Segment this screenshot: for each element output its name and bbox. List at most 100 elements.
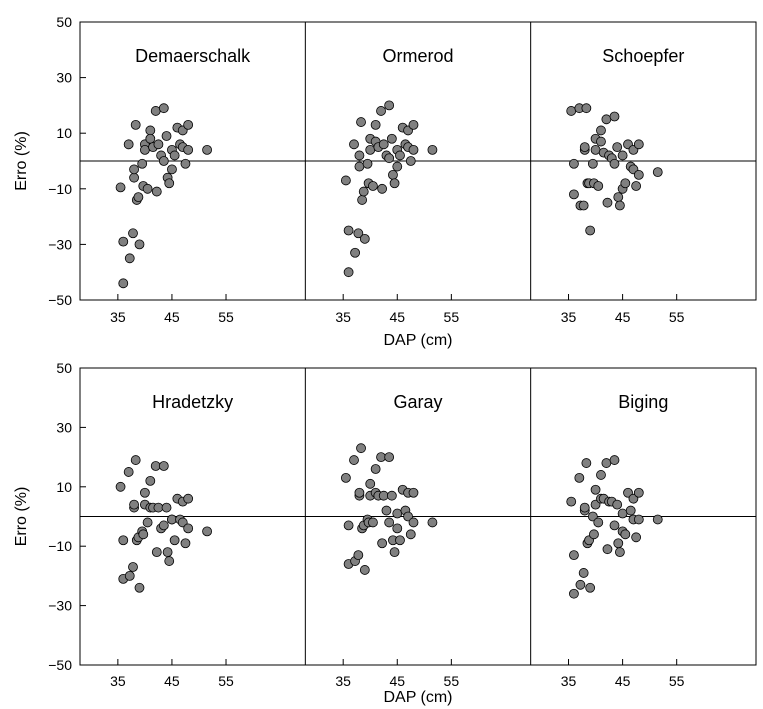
- x-tick-label: 45: [615, 673, 631, 689]
- data-point: [575, 579, 586, 590]
- data-point: [612, 142, 623, 153]
- panel-title: Schoepfer: [602, 46, 684, 66]
- data-point: [405, 156, 416, 166]
- data-point: [343, 267, 354, 278]
- data-point: [566, 106, 577, 116]
- data-point: [581, 458, 592, 468]
- panel-title: Garay: [393, 392, 442, 412]
- x-axis-title: DAP (cm): [383, 332, 452, 349]
- data-point: [340, 175, 351, 186]
- data-point: [617, 508, 628, 519]
- data-point: [183, 119, 194, 130]
- y-tick-label: −50: [48, 292, 72, 308]
- x-tick-label: 55: [669, 309, 685, 325]
- data-point: [593, 181, 604, 191]
- data-point: [408, 487, 419, 498]
- data-point: [138, 529, 149, 540]
- data-point: [633, 487, 644, 498]
- data-point: [115, 182, 126, 193]
- x-tick-label: 55: [669, 673, 685, 689]
- data-point: [153, 139, 164, 150]
- data-point: [137, 158, 148, 169]
- data-point: [129, 499, 139, 510]
- data-point: [392, 508, 403, 519]
- y-tick-label: 50: [56, 360, 72, 376]
- data-point: [593, 517, 604, 528]
- data-point: [388, 169, 398, 180]
- data-point: [609, 158, 620, 169]
- x-tick-label: 35: [335, 673, 351, 689]
- x-tick-label: 35: [561, 673, 577, 689]
- data-point: [633, 169, 644, 180]
- data-point: [356, 117, 366, 127]
- panel-demaerschalk: 35 45 55 Demaerschalk: [110, 46, 251, 325]
- data-point: [620, 178, 631, 189]
- data-point: [133, 192, 144, 203]
- data-point: [349, 455, 359, 465]
- data-point: [150, 106, 161, 116]
- x-tick-label: 55: [444, 309, 460, 325]
- panel-ormerod: 35 45 55 Ormerod: [335, 46, 459, 325]
- data-point: [123, 139, 134, 150]
- data-point: [569, 588, 579, 599]
- data-point: [151, 547, 162, 558]
- data-point: [370, 119, 381, 130]
- data-point: [596, 125, 606, 136]
- data-point: [585, 225, 596, 236]
- data-point: [151, 186, 162, 197]
- data-point: [631, 532, 642, 543]
- x-tick-label: 55: [218, 309, 234, 325]
- data-point: [169, 535, 180, 546]
- data-point: [405, 529, 416, 540]
- data-point: [578, 568, 589, 578]
- data-point: [389, 547, 400, 558]
- data-point: [609, 455, 620, 465]
- data-point: [134, 239, 145, 250]
- data-point: [601, 114, 612, 125]
- data-point: [118, 236, 129, 247]
- panel-garay: 35 45 55 Garay: [335, 392, 459, 689]
- y-tick-label: −30: [48, 236, 72, 252]
- data-point: [614, 200, 625, 211]
- data-point: [370, 464, 381, 474]
- x-tick-label: 35: [110, 309, 126, 325]
- data-point: [408, 144, 419, 155]
- x-tick-label: 45: [389, 309, 405, 325]
- data-point: [128, 562, 138, 572]
- data-point: [579, 142, 590, 153]
- data-point: [427, 517, 438, 528]
- data-point: [368, 517, 378, 528]
- data-point: [115, 481, 126, 492]
- data-point: [395, 150, 405, 161]
- data-point: [602, 544, 613, 555]
- data-point: [139, 144, 150, 155]
- x-axis-title: DAP (cm): [383, 689, 452, 706]
- data-point: [631, 181, 642, 191]
- data-point: [408, 517, 419, 528]
- data-point: [378, 490, 389, 501]
- data-point: [158, 103, 169, 114]
- data-point: [384, 452, 395, 463]
- data-point: [142, 183, 153, 194]
- y-axis-title: Erro (%): [13, 131, 30, 191]
- data-point: [569, 158, 579, 169]
- data-point: [602, 197, 613, 208]
- data-point: [359, 565, 370, 575]
- data-point: [617, 150, 628, 161]
- data-point: [376, 106, 386, 116]
- data-point: [365, 478, 376, 489]
- data-point: [590, 484, 601, 495]
- data-point: [167, 164, 177, 175]
- data-point: [377, 183, 388, 194]
- panel-hradetzky: 35 45 55 Hradetzky: [110, 392, 234, 689]
- data-point: [343, 225, 354, 236]
- data-point: [596, 470, 606, 480]
- panel-title: Ormerod: [382, 46, 453, 66]
- data-point: [142, 517, 153, 528]
- data-point: [579, 502, 590, 513]
- data-point: [183, 144, 194, 155]
- data-point: [183, 523, 194, 534]
- data-point: [164, 178, 175, 189]
